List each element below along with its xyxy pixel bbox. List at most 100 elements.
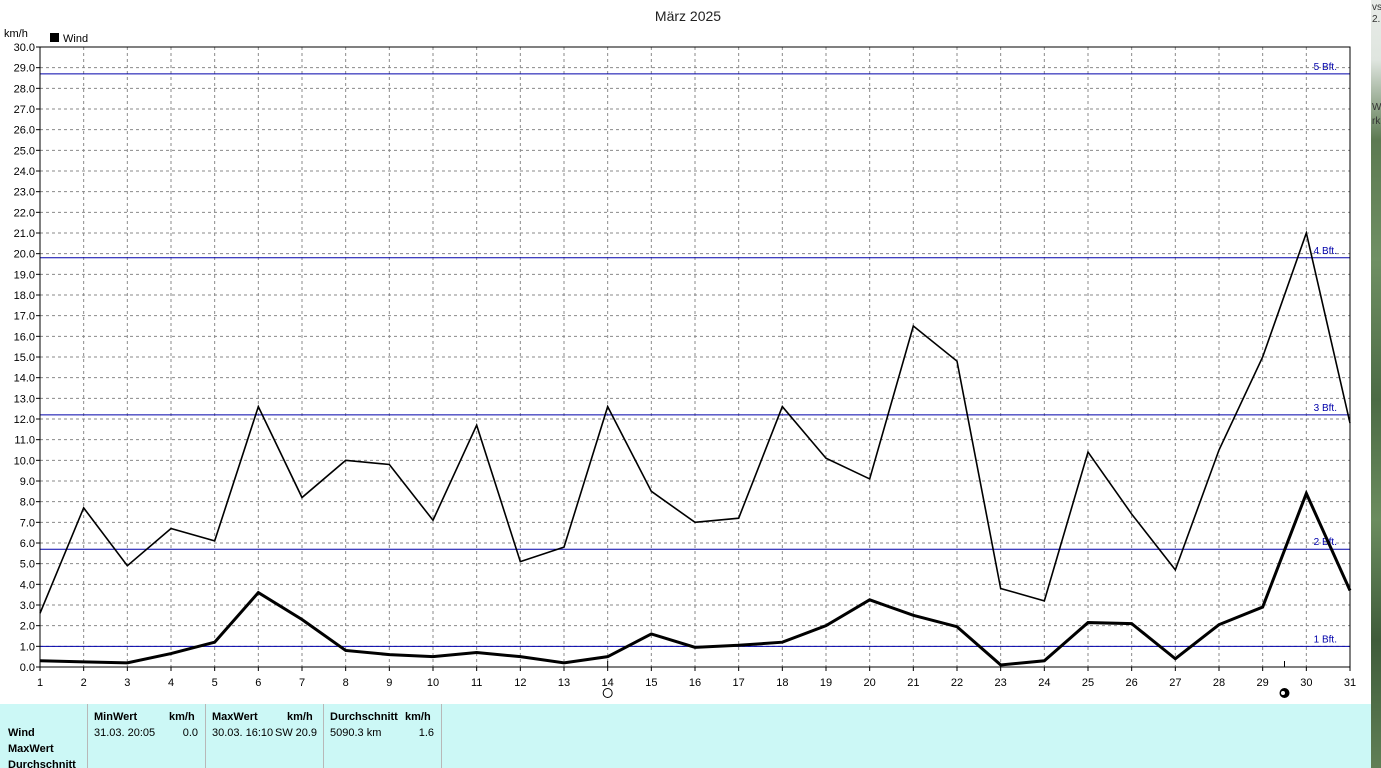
avg-value: 1.6 bbox=[418, 727, 434, 739]
x-tick-label: 1 bbox=[37, 677, 43, 689]
background-window-strip: vs 2. W rk bbox=[1371, 0, 1381, 768]
x-tick-label: 31 bbox=[1344, 677, 1356, 689]
x-tick-label: 24 bbox=[1038, 677, 1050, 689]
x-tick-label: 26 bbox=[1126, 677, 1138, 689]
max-value: 20.9 bbox=[295, 727, 317, 739]
max-unit: km/h bbox=[287, 711, 313, 723]
series-line-average bbox=[39, 489, 1352, 667]
strip-text-1: vs bbox=[1372, 2, 1381, 13]
x-tick-label: 8 bbox=[343, 677, 349, 689]
x-tick-label: 15 bbox=[645, 677, 657, 689]
y-axis-unit-label: km/h bbox=[4, 28, 28, 40]
min-unit: km/h bbox=[169, 711, 195, 723]
x-tick-label: 12 bbox=[514, 677, 526, 689]
x-tick-label: 6 bbox=[255, 677, 261, 689]
legend-label-wind: Wind bbox=[63, 33, 88, 45]
avg-unit: km/h bbox=[405, 711, 431, 723]
beaufort-label: 2 Bft. bbox=[1314, 537, 1337, 548]
grid bbox=[40, 47, 1350, 667]
strip-text-4: rk bbox=[1372, 116, 1381, 127]
y-tick-label: 2.0 bbox=[20, 621, 35, 633]
beaufort-label: 3 Bft. bbox=[1314, 403, 1337, 414]
y-tick-label: 19.0 bbox=[14, 269, 35, 281]
y-tick-label: 25.0 bbox=[14, 145, 35, 157]
y-tick-label: 10.0 bbox=[14, 455, 35, 467]
x-tick-label: 9 bbox=[386, 677, 392, 689]
max-header: MaxWert bbox=[212, 711, 258, 723]
y-tick-label: 14.0 bbox=[14, 373, 35, 385]
series-line-max bbox=[39, 230, 1351, 614]
beaufort-label: 5 Bft. bbox=[1314, 62, 1337, 73]
x-tick-label: 25 bbox=[1082, 677, 1094, 689]
y-tick-label: 26.0 bbox=[14, 125, 35, 137]
x-tick-label: 20 bbox=[864, 677, 876, 689]
y-tick-label: 9.0 bbox=[20, 476, 35, 488]
min-header: MinWert bbox=[94, 711, 138, 723]
y-axis-ticks: 0.0 1.0 2.0 3.0 4.0 5.0 6.0 7.0 8.0 9.0 10.0 11.0 12… bbox=[14, 42, 40, 674]
x-tick-label: 19 bbox=[820, 677, 832, 689]
y-tick-label: 4.0 bbox=[20, 579, 35, 591]
stats-row-durchschnitt: Durchschnitt bbox=[8, 759, 76, 768]
chart-title: März 2025 bbox=[655, 8, 721, 24]
x-tick-label: 10 bbox=[427, 677, 439, 689]
legend-swatch-wind bbox=[50, 33, 59, 42]
stats-row-wind: Wind bbox=[8, 727, 35, 739]
y-tick-label: 3.0 bbox=[20, 600, 35, 612]
y-tick-label: 16.0 bbox=[14, 331, 35, 343]
x-tick-label: 27 bbox=[1169, 677, 1181, 689]
beaufort-label: 4 Bft. bbox=[1314, 246, 1337, 257]
y-tick-label: 5.0 bbox=[20, 559, 35, 571]
stats-max-column: MaxWert km/h 30.03. 16:10 SW 20.9 bbox=[206, 704, 324, 768]
y-tick-label: 23.0 bbox=[14, 187, 35, 199]
y-tick-label: 0.0 bbox=[20, 662, 35, 674]
y-tick-label: 13.0 bbox=[14, 393, 35, 405]
avg-distance: 5090.3 km bbox=[330, 727, 382, 739]
y-tick-label: 18.0 bbox=[14, 290, 35, 302]
strip-text-3: W bbox=[1372, 102, 1381, 113]
wind-chart: März 2025 km/h Wind 1 Bft. 2 Bft. 3 Bft. 4 … bbox=[4, 8, 1356, 698]
y-tick-label: 11.0 bbox=[14, 435, 35, 447]
y-tick-label: 29.0 bbox=[14, 63, 35, 75]
beaufort-label: 1 Bft. bbox=[1314, 634, 1337, 645]
y-tick-label: 30.0 bbox=[14, 42, 35, 54]
avg-header: Durchschnitt bbox=[330, 711, 398, 723]
stats-avg-column: Durchschnitt km/h 5090.3 km 1.6 bbox=[324, 704, 442, 768]
y-tick-label: 21.0 bbox=[14, 228, 35, 240]
x-tick-label: 4 bbox=[168, 677, 174, 689]
x-tick-label: 7 bbox=[299, 677, 305, 689]
y-tick-label: 6.0 bbox=[20, 538, 35, 550]
statistics-panel: Wind MaxWert Durchschnitt MinWert km/h 3… bbox=[0, 704, 1371, 768]
y-tick-label: 1.0 bbox=[20, 641, 35, 653]
y-tick-label: 8.0 bbox=[20, 497, 35, 509]
x-tick-label: 5 bbox=[212, 677, 218, 689]
stats-row-labels: Wind MaxWert Durchschnitt bbox=[0, 704, 88, 768]
plot-frame bbox=[39, 46, 1351, 668]
full-moon-icon bbox=[602, 688, 613, 698]
y-tick-label: 20.0 bbox=[14, 249, 35, 261]
y-tick-label: 24.0 bbox=[14, 166, 35, 178]
stats-row-maxwert: MaxWert bbox=[8, 743, 54, 755]
x-tick-label: 22 bbox=[951, 677, 963, 689]
x-tick-label: 18 bbox=[776, 677, 788, 689]
x-tick-label: 13 bbox=[558, 677, 570, 689]
y-tick-label: 12.0 bbox=[14, 414, 35, 426]
x-tick-label: 3 bbox=[124, 677, 130, 689]
x-tick-label: 14 bbox=[602, 677, 614, 689]
x-tick-label: 2 bbox=[81, 677, 87, 689]
x-tick-label: 30 bbox=[1300, 677, 1312, 689]
x-tick-label: 28 bbox=[1213, 677, 1225, 689]
x-tick-label: 16 bbox=[689, 677, 701, 689]
legend: Wind bbox=[50, 33, 88, 45]
max-direction: SW bbox=[275, 727, 293, 739]
x-tick-label: 29 bbox=[1257, 677, 1269, 689]
x-tick-label: 23 bbox=[995, 677, 1007, 689]
y-tick-label: 28.0 bbox=[14, 83, 35, 95]
min-value: 0.0 bbox=[182, 727, 198, 739]
y-tick-label: 27.0 bbox=[14, 104, 35, 116]
x-tick-label: 21 bbox=[907, 677, 919, 689]
strip-text-2: 2. bbox=[1372, 14, 1381, 25]
max-datetime: 30.03. 16:10 bbox=[212, 727, 274, 739]
y-tick-label: 17.0 bbox=[14, 311, 35, 323]
moon-phases bbox=[602, 661, 1290, 698]
y-tick-label: 15.0 bbox=[14, 352, 35, 364]
